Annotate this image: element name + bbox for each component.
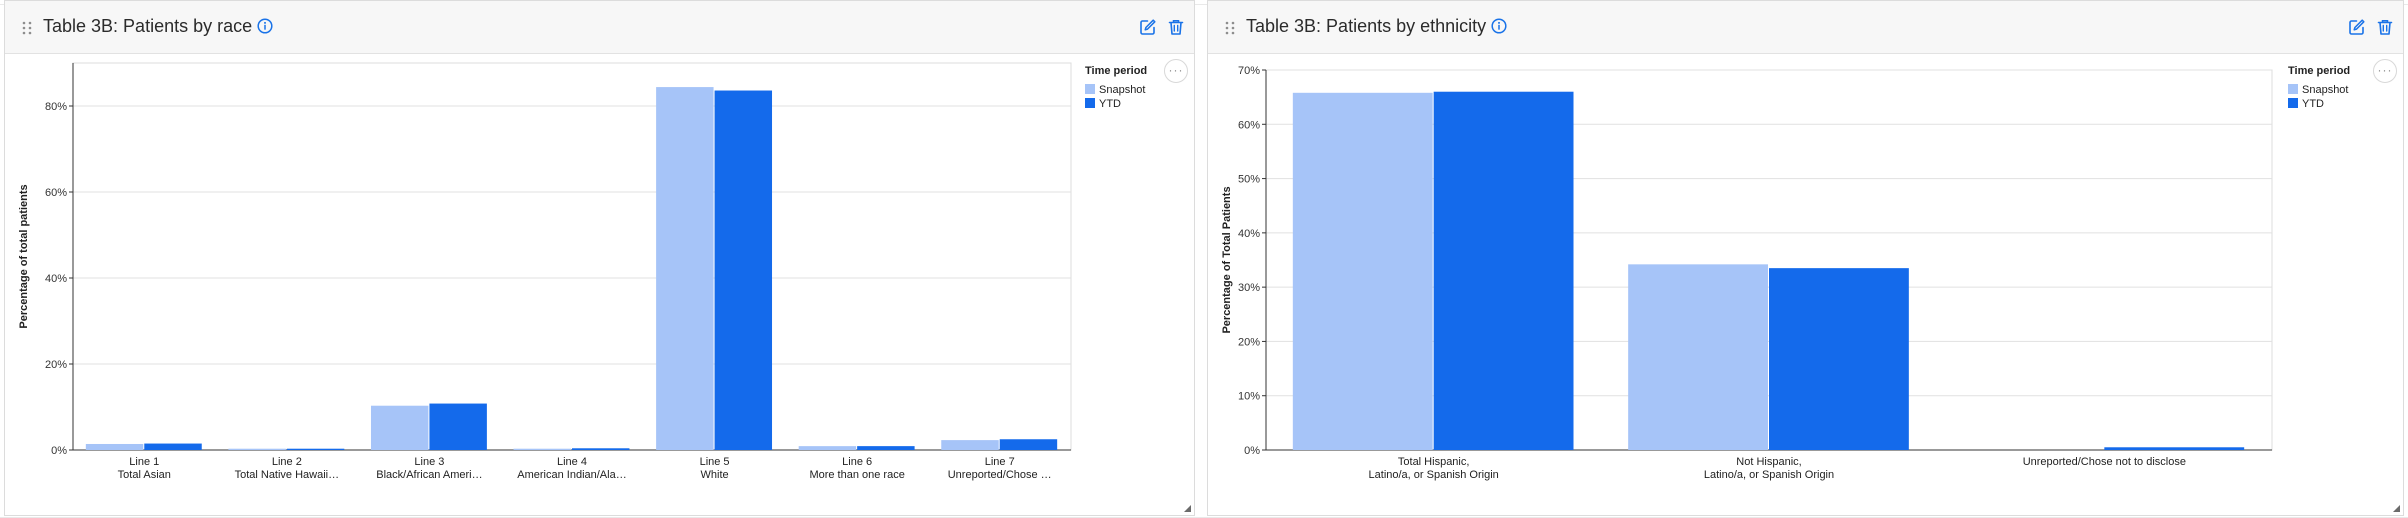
bar-snapshot	[656, 87, 714, 450]
x-tick-label: Line 4	[557, 456, 587, 468]
y-axis-title: Percentage of Total Patients	[1221, 186, 1233, 333]
y-tick-label: 70%	[1238, 65, 1260, 77]
x-tick-label: Total Native Hawaii…	[235, 469, 340, 481]
x-tick-label: Line 7	[985, 456, 1015, 468]
trash-icon[interactable]	[2376, 18, 2394, 36]
bar-ytd	[999, 439, 1058, 450]
legend-label: Snapshot	[1099, 84, 1145, 96]
bar-snapshot	[941, 440, 999, 450]
panel-header: Table 3B: Patients by race	[5, 1, 1194, 54]
y-tick-label: 30%	[1238, 282, 1260, 294]
y-axis-title: Percentage of total patients	[18, 184, 30, 328]
bar-snapshot	[228, 448, 286, 450]
bar-snapshot	[85, 443, 144, 450]
y-tick-label: 60%	[45, 187, 67, 199]
more-options-button[interactable]: ···	[2373, 59, 2397, 83]
y-tick-label: 20%	[45, 359, 67, 371]
bar-snapshot	[1292, 92, 1433, 451]
y-tick-label: 0%	[1244, 445, 1260, 457]
bar-ytd	[2104, 447, 2245, 450]
chart-panel-race: Table 3B: Patients by race ··· 0% 20% 40% 6…	[4, 0, 1195, 516]
x-tick-label: Unreported/Chose …	[948, 469, 1052, 481]
plot-area	[72, 62, 1072, 451]
panel-title: Table 3B: Patients by ethnicity	[1246, 16, 1507, 37]
x-tick-label: Latino/a, or Spanish Origin	[1369, 469, 1499, 481]
y-tick-label: 50%	[1238, 174, 1260, 186]
legend-swatch	[2288, 84, 2298, 94]
x-tick-label: Line 2	[272, 456, 302, 468]
x-tick-label: Line 6	[842, 456, 872, 468]
bar-ytd	[714, 90, 773, 450]
more-options-button[interactable]: ···	[1164, 59, 1188, 83]
bar-snapshot	[1628, 264, 1768, 450]
x-tick-label: White	[701, 469, 729, 481]
y-tick-label: 20%	[1238, 336, 1260, 348]
x-tick-label: Unreported/Chose not to disclose	[2023, 456, 2186, 468]
info-icon[interactable]	[1491, 18, 1507, 34]
bar-ytd	[1433, 91, 1574, 450]
info-icon[interactable]	[257, 18, 273, 34]
x-tick-label: Latino/a, or Spanish Origin	[1704, 469, 1834, 481]
bar-ytd	[572, 448, 630, 450]
legend-title: Time period	[2288, 65, 2350, 77]
drag-handle-icon[interactable]	[21, 21, 33, 35]
x-tick-label: American Indian/Ala…	[517, 469, 626, 481]
legend-swatch	[2288, 98, 2298, 108]
x-tick-label: Line 5	[700, 456, 730, 468]
race-bar-chart: 0% 20% 40% 60% 80% Percentage of total patien…	[18, 62, 1147, 481]
x-tick-label: Line 3	[414, 456, 444, 468]
x-tick-label: More than one race	[809, 469, 904, 481]
bar-ytd	[1769, 268, 1909, 450]
x-tick-label: Line 1	[129, 456, 159, 468]
panel-title-text: Table 3B: Patients by ethnicity	[1246, 16, 1487, 36]
x-tick-label: Total Asian	[118, 469, 171, 481]
bar-ytd	[286, 448, 345, 450]
resize-icon[interactable]	[2393, 505, 2400, 512]
bar-snapshot	[513, 448, 571, 450]
y-tick-label: 80%	[45, 101, 67, 113]
resize-icon[interactable]	[1184, 505, 1191, 512]
legend-label: YTD	[1099, 98, 1121, 110]
drag-handle-icon[interactable]	[1224, 21, 1236, 35]
bar-snapshot	[798, 446, 857, 450]
y-tick-label: 40%	[45, 273, 67, 285]
legend-title: Time period	[1085, 65, 1147, 77]
y-tick-label: 40%	[1238, 228, 1260, 240]
legend-swatch	[1085, 84, 1095, 94]
y-tick-label: 0%	[51, 445, 67, 457]
legend-swatch	[1085, 98, 1095, 108]
chart-panel-ethnicity: Table 3B: Patients by ethnicity ··· 0% 10…	[1207, 0, 2404, 516]
legend-label: YTD	[2302, 98, 2324, 110]
edit-icon[interactable]	[1139, 18, 1157, 36]
y-tick-label: 10%	[1238, 391, 1260, 403]
bar-ytd	[429, 403, 487, 450]
y-tick-label: 60%	[1238, 119, 1260, 131]
x-tick-label: Not Hispanic,	[1736, 456, 1801, 468]
bar-ytd	[857, 446, 915, 450]
trash-icon[interactable]	[1167, 18, 1185, 36]
bar-ytd	[144, 443, 202, 450]
x-tick-label: Total Hispanic,	[1398, 456, 1470, 468]
panel-header: Table 3B: Patients by ethnicity	[1208, 1, 2403, 54]
edit-icon[interactable]	[2348, 18, 2366, 36]
bar-snapshot	[370, 405, 429, 450]
panel-title: Table 3B: Patients by race	[43, 16, 273, 37]
ethnicity-bar-chart: 0% 10% 20% 30% 40% 50% 60% 70% Percentage of Tot…	[1221, 65, 2350, 481]
x-tick-label: Black/African Ameri…	[376, 469, 482, 481]
panel-title-text: Table 3B: Patients by race	[43, 16, 253, 36]
legend-label: Snapshot	[2302, 84, 2348, 96]
